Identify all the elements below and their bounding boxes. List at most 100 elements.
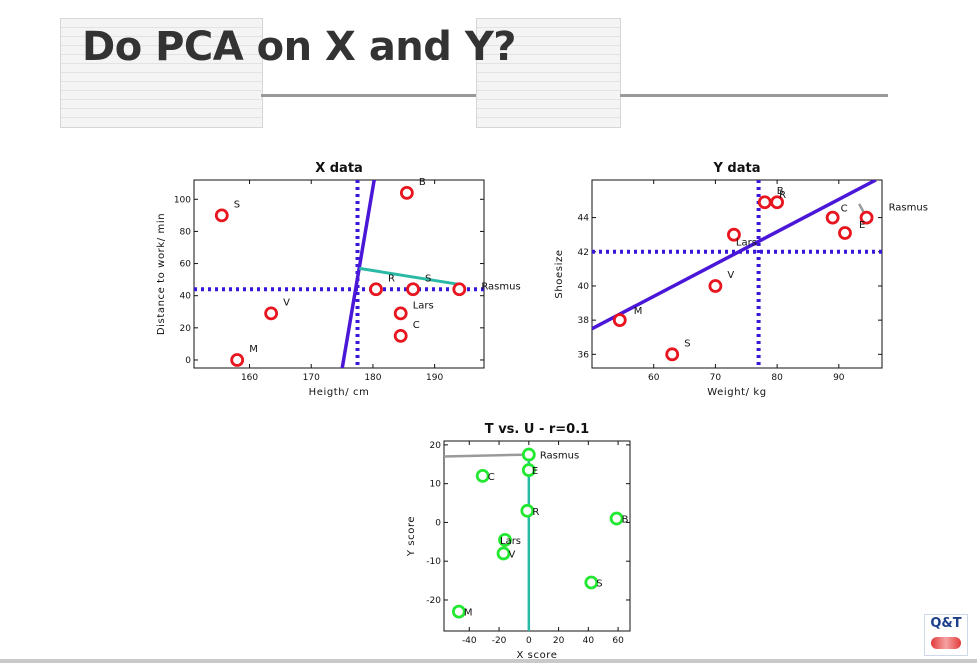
point-label: B: [622, 515, 629, 526]
x-tick-label: 70: [710, 373, 722, 383]
background-table-right: [476, 18, 621, 128]
point-label: M: [464, 608, 473, 619]
plot-frame: [443, 440, 631, 632]
point-label: M: [634, 306, 643, 317]
projection-line: [359, 266, 460, 286]
chart-title: Y data: [712, 161, 760, 176]
title-rule-right: [620, 94, 888, 97]
data-point: [230, 353, 245, 367]
y-tick-label: -10: [426, 557, 441, 567]
data-point: [214, 208, 229, 223]
point-label: Lars: [413, 300, 434, 311]
plot-area: [194, 180, 484, 368]
bottom-strip: [0, 659, 977, 663]
point-label: B: [419, 177, 426, 188]
point-label: S: [596, 579, 602, 590]
point-label: E: [532, 466, 538, 477]
logo: Q&T: [924, 614, 968, 656]
logo-text: Q&T: [930, 616, 962, 631]
x-tick-label: -40: [462, 636, 477, 646]
data-point: [859, 210, 874, 225]
point-label: C: [841, 204, 848, 215]
point-label: Rasmus: [481, 281, 520, 292]
y-tick-label: 42: [578, 248, 589, 258]
data-point: [264, 306, 279, 321]
x-tick-label: 190: [426, 373, 443, 383]
y-tick-label: 40: [578, 282, 590, 292]
x-tick-label: 60: [612, 636, 624, 646]
data-point: [825, 210, 840, 225]
data-point: [521, 447, 536, 462]
x-tick-label: -20: [492, 636, 507, 646]
t-vs-u-chart: T vs. U - r=0.1 -40 -20 0 20 40 60 -20 -10 0 10 20 X…: [406, 422, 631, 661]
y-axis-label: Distance to work/ min: [156, 213, 167, 335]
y-tick-label: 100: [174, 195, 191, 205]
x-tick-label: 40: [583, 636, 595, 646]
data-point: [399, 185, 414, 200]
x-tick-label: 90: [833, 373, 845, 383]
data-point: [393, 328, 408, 343]
point-label: Rasmus: [540, 451, 579, 462]
data-point: [406, 282, 420, 297]
data-point: [708, 279, 723, 293]
point-label: Lars: [736, 238, 757, 249]
chart-title: T vs. U - r=0.1: [485, 422, 589, 437]
y-axis-label: Shoesize: [554, 249, 565, 298]
data-point: [838, 226, 852, 240]
plot-frame: [193, 179, 485, 369]
x-tick-label: 180: [364, 373, 381, 383]
point-label: R: [388, 273, 395, 284]
y-tick-label: 38: [578, 316, 590, 326]
y-tick-label: 10: [430, 480, 442, 490]
background-table-left: [60, 18, 263, 128]
y-tick-label: 80: [180, 227, 192, 237]
point-label: R: [532, 507, 539, 518]
slide-title: Do PCA on X and Y?: [82, 24, 517, 70]
point-label: V: [283, 297, 290, 308]
x-tick-label: 160: [241, 373, 258, 383]
data-point: [612, 313, 627, 328]
logo-swoosh: [931, 637, 961, 649]
data-point: [520, 503, 535, 518]
data-point: [521, 463, 536, 477]
point-label: V: [509, 549, 516, 560]
point-label: S: [234, 199, 240, 210]
point-label: C: [488, 472, 495, 483]
y-tick-label: 40: [180, 292, 192, 302]
y-tick-label: 0: [185, 356, 191, 366]
point-label: Rasmus: [889, 203, 928, 214]
principal-component-line: [340, 180, 376, 368]
point-label: S: [425, 273, 431, 284]
x-tick-label: 170: [303, 373, 320, 383]
x-tick-label: 0: [526, 636, 532, 646]
data-point: [369, 282, 383, 297]
x-tick-label: 20: [553, 636, 565, 646]
plot-frame: [591, 179, 883, 369]
point-label: B: [777, 186, 784, 197]
chart-title: X data: [315, 161, 363, 176]
x-tick-label: 80: [771, 373, 783, 383]
y-tick-label: 44: [578, 214, 590, 224]
point-label: V: [727, 270, 734, 281]
x-tick-label: 60: [648, 373, 660, 383]
data-point: [584, 575, 599, 590]
projection-line: [443, 453, 529, 458]
point-label: S: [684, 338, 690, 349]
x-axis-label: Weight/ kg: [707, 387, 767, 398]
data-point: [665, 347, 680, 362]
x-axis-label: X score: [516, 650, 557, 661]
point-label: E: [859, 220, 865, 231]
y-axis-label: Y score: [406, 516, 417, 557]
data-point: [452, 282, 467, 297]
data-point: [770, 195, 785, 210]
y-tick-label: 20: [430, 441, 442, 451]
data-point: [393, 306, 408, 321]
y-tick-label: 0: [435, 518, 441, 528]
data-point: [609, 511, 624, 526]
data-point: [496, 546, 511, 561]
point-label: C: [413, 320, 420, 331]
point-label: M: [249, 344, 258, 355]
y-data-chart: Y data 60 70 80 90 36 38 40 42 44 Weight/ kg Shoesi…: [554, 161, 928, 398]
y-tick-label: -20: [426, 596, 441, 606]
point-label: Lars: [500, 536, 521, 547]
